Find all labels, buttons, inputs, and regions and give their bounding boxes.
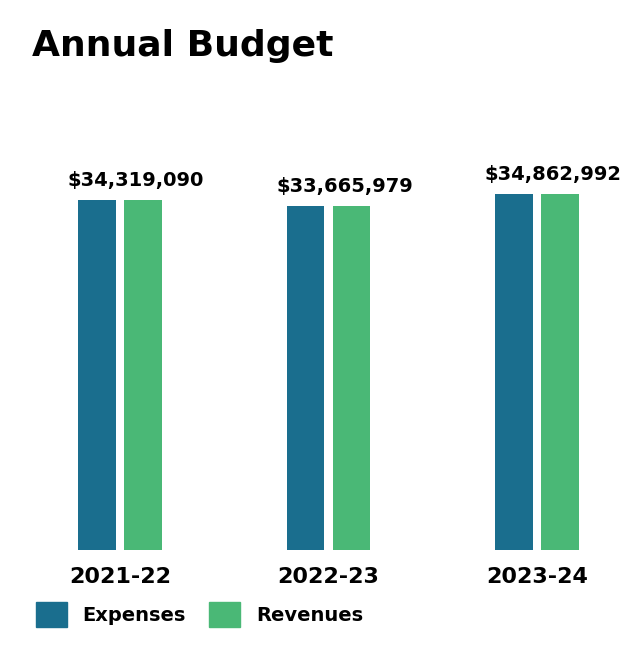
Text: Annual Budget: Annual Budget <box>32 29 334 62</box>
Bar <box>287 207 325 550</box>
Bar <box>495 194 533 550</box>
Bar <box>541 194 579 550</box>
Text: $34,319,090: $34,319,090 <box>68 170 204 190</box>
Text: $34,862,992: $34,862,992 <box>485 165 622 184</box>
Bar <box>78 200 116 550</box>
Text: $33,665,979: $33,665,979 <box>276 177 413 196</box>
Bar <box>332 207 370 550</box>
Bar <box>124 200 162 550</box>
Legend: Expenses, Revenues: Expenses, Revenues <box>36 603 363 627</box>
